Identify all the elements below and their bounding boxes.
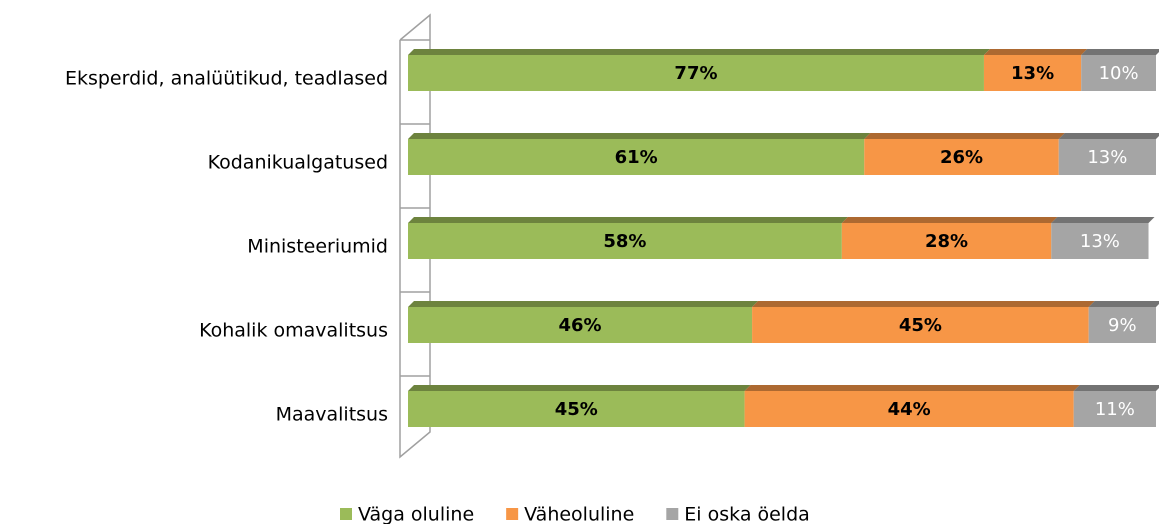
bar-top [864, 133, 1065, 139]
legend-label: Väga oluline [358, 504, 474, 524]
bar [744, 391, 1074, 427]
legend-swatch [666, 508, 679, 520]
bar [1058, 139, 1156, 175]
bar [864, 139, 1059, 175]
bar-top [408, 133, 871, 139]
data-label: 9% [1108, 315, 1137, 336]
y-tick-label: Kodanikualgatused [208, 152, 388, 174]
data-label: 61% [615, 147, 658, 168]
data-label: 13% [1087, 147, 1127, 168]
bar [408, 55, 984, 91]
bar [841, 223, 1052, 259]
data-label: 13% [1011, 63, 1054, 84]
bar-top [841, 217, 1058, 223]
data-label: 44% [888, 399, 931, 420]
bar-top [408, 217, 848, 223]
bar-top [408, 385, 751, 391]
bar [1088, 307, 1156, 343]
data-label: 26% [940, 147, 983, 168]
legend-swatch [340, 508, 352, 520]
bar-top [408, 301, 759, 307]
legend-label: Ei oska öelda [684, 504, 810, 524]
data-label: 77% [674, 63, 717, 84]
data-label: 11% [1095, 399, 1135, 420]
bar-top [1051, 217, 1155, 223]
bar [408, 307, 753, 343]
bar [1081, 55, 1156, 91]
legend-label: Väheoluline [524, 504, 634, 524]
data-label: 10% [1099, 63, 1139, 84]
data-label: 45% [899, 315, 942, 336]
data-label: 58% [603, 231, 646, 252]
bar [408, 391, 745, 427]
bar-top [408, 49, 990, 55]
bar [752, 307, 1089, 343]
data-label: 13% [1080, 231, 1120, 252]
bar-top [1088, 301, 1159, 307]
data-label: 45% [555, 399, 598, 420]
bar [408, 223, 842, 259]
bar [1073, 391, 1156, 427]
y-tick-label: Kohalik omavalitsus [199, 320, 388, 342]
y-tick-label: Maavalitsus [276, 404, 388, 426]
legend-swatch [506, 508, 519, 520]
bar-top [983, 49, 1088, 55]
y-tick-label: Eksperdid, analüütikud, teadlased [65, 68, 388, 90]
bar-top [1073, 385, 1159, 391]
bar [983, 55, 1082, 91]
data-label: 28% [925, 231, 968, 252]
data-label: 46% [558, 315, 601, 336]
bar-top [1081, 49, 1159, 55]
axis-wall [399, 13, 431, 459]
bar [1051, 223, 1149, 259]
bar-top [752, 301, 1095, 307]
bar [408, 139, 865, 175]
bar-top [744, 385, 1080, 391]
bar-top [1058, 133, 1159, 139]
y-tick-label: Ministeeriumid [247, 236, 388, 258]
